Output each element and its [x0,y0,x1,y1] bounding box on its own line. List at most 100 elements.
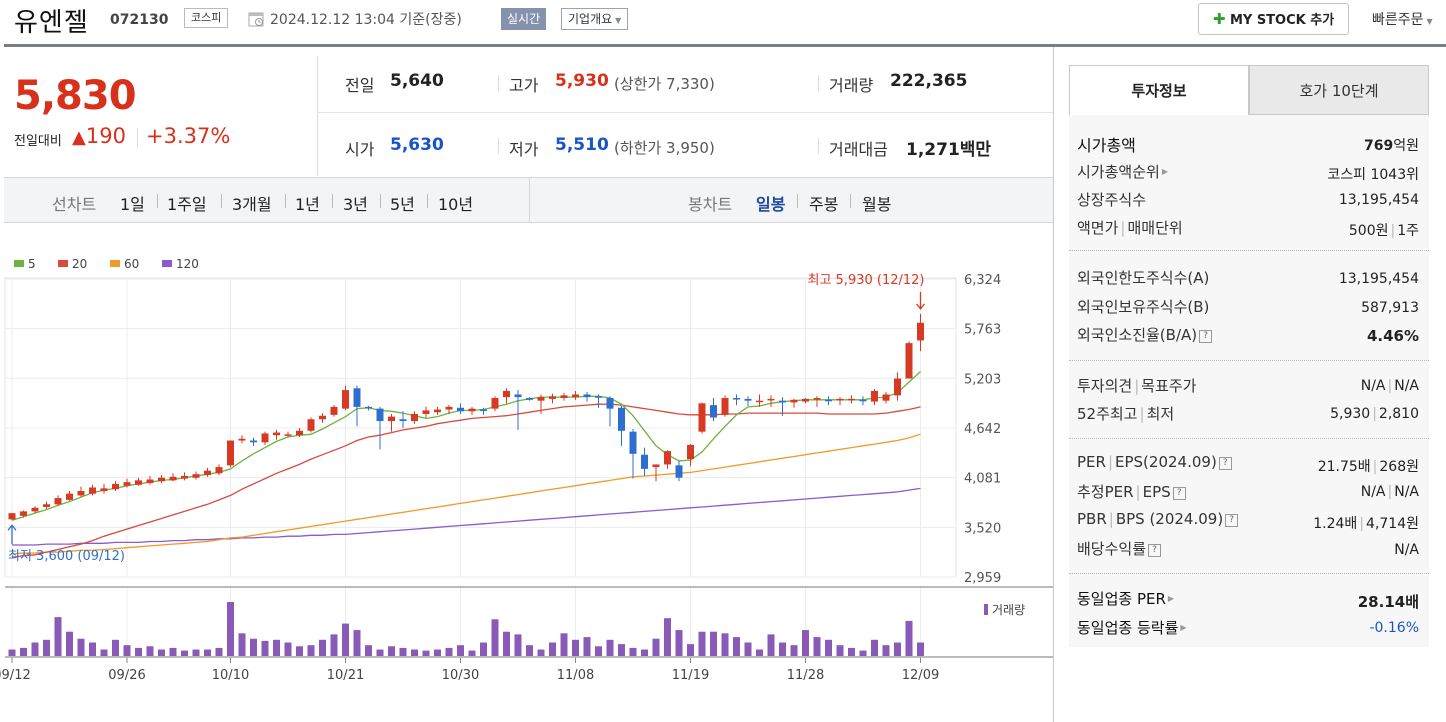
opinion-label: 투자의견 [1077,377,1133,395]
help-icon[interactable]: ? [1199,330,1213,343]
candle-body [250,440,257,443]
prev-close-label: 전일 [345,76,375,95]
x-tick-label: 11/19 [672,668,709,683]
candle-body [698,403,706,432]
trade-unit: 1주 [1397,223,1419,239]
volume-bar [388,646,395,656]
candle-body [583,394,591,398]
volume-bar [825,639,832,656]
help-icon[interactable]: ? [1225,514,1239,527]
industry-change-label[interactable]: 동일업종 등락률 ▶ [1077,617,1187,638]
tab-line-1d[interactable]: 1일 [120,195,145,214]
candle-body [319,415,326,420]
candle-body [905,343,913,379]
candle-body [595,396,602,398]
opinion-target-label: 투자의견 | 목표주가 [1077,377,1197,395]
x-tick-label: 09/12 [0,668,31,683]
volume-bar [31,642,39,656]
low-annotation: 최저 3,600 (09/12) [8,549,125,564]
x-tick-label: 10/30 [442,668,479,683]
tab-separator [797,194,798,208]
volume-bar [629,647,637,656]
tab-line-3m[interactable]: 3개월 [232,195,272,214]
volume-bar [353,630,361,656]
quick-order-label: 빠른주문 [1372,12,1424,28]
volume-bar [698,631,706,656]
52wk-high-label: 52주최고 [1077,405,1138,423]
pbr-label: PBR [1077,510,1107,528]
volume-bar [365,645,372,656]
candle-body [66,493,73,500]
divider [137,128,138,148]
industry-change: -0.16% [1369,620,1419,636]
volume-bar [802,630,809,656]
volume-bar [411,649,418,656]
est-per-value: N/A [1360,484,1386,500]
y-tick-label: 6,324 [964,273,1001,288]
volume-bar [560,633,568,656]
volume-bar [238,633,246,656]
52wk-low: 2,810 [1378,406,1419,422]
add-my-stock-button[interactable]: ✚ MY STOCK 추가 [1198,3,1349,35]
tab-line-10y[interactable]: 10년 [438,195,474,214]
candle-body [307,419,315,431]
help-icon[interactable]: ? [1172,487,1186,500]
company-overview-button[interactable]: 기업개요 ▼ [561,8,629,30]
ma120-moving-average-line [12,487,921,546]
volume-bar [675,630,683,656]
quick-order-link[interactable]: 빠른주문 ▼ [1372,9,1433,29]
volume-bar [123,645,131,656]
candle-body [342,390,349,409]
realtime-button[interactable]: 실시간 [501,8,547,30]
volume-bar [583,637,591,656]
candle-body [238,438,246,441]
volume-bar [595,646,602,656]
divider [1069,573,1429,574]
candle-body [549,396,556,399]
par-unit-label: 액면가 | 매매단위 [1077,219,1183,237]
industry-per-label[interactable]: 동일업종 PER ▶ [1077,588,1174,609]
opinion-value: N/A [1360,378,1386,394]
volume-bar [491,619,499,656]
divider [818,138,819,154]
candle-body [468,408,476,412]
volume-bar [307,645,315,656]
volume-bar [641,649,648,656]
volume-bar [43,639,50,656]
tab-candle-weekly[interactable]: 주봉 [809,195,839,214]
tab-order-book[interactable]: 호가 10단계 [1249,65,1429,115]
bps-value: 4,714원 [1366,516,1419,532]
high-arrow-icon [915,291,926,310]
tab-line-1y[interactable]: 1년 [295,195,320,214]
volume-bar [733,637,740,656]
panel-divider [1053,47,1054,722]
tab-candle-daily[interactable]: 일봉 [756,195,786,214]
candle-body [480,409,487,412]
volume-bar [664,618,671,656]
y-tick-label: 5,203 [964,372,1001,387]
volume-bar [767,634,775,656]
help-icon[interactable]: ? [1218,457,1232,470]
foreign-limit-label: 외국인한도주식수(A) [1077,269,1210,287]
candle-body [89,487,96,494]
volume-bar [146,646,154,656]
per-value: 21.75배 [1317,459,1371,475]
candle-body [687,444,694,460]
tab-candle-monthly[interactable]: 월봉 [862,195,892,214]
candle-body [859,399,867,402]
help-icon[interactable]: ? [1148,544,1162,557]
x-tick-label: 10/21 [327,668,364,683]
volume-legend-label: 거래량 [992,603,1025,617]
candle-body [261,433,269,443]
stock-code: 072130 [110,12,169,28]
candle-body [169,476,177,481]
tab-line-1w[interactable]: 1주일 [167,195,207,214]
volume-bar [100,649,108,656]
candle-body [215,467,223,474]
y-tick-label: 3,520 [964,521,1001,536]
market-cap-rank-label[interactable]: 시가총액순위 ▶ [1077,161,1168,182]
tab-investment-info[interactable]: 투자정보 [1069,65,1249,115]
tab-line-3y[interactable]: 3년 [343,195,368,214]
tab-line-5y[interactable]: 5년 [390,195,415,214]
candle-body [20,511,27,516]
